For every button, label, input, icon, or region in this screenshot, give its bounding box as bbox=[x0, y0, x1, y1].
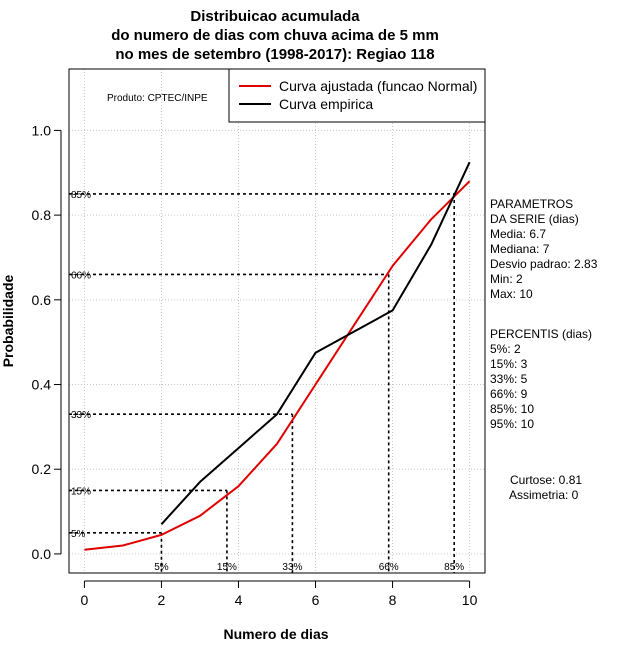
series-line-empirical bbox=[160, 161, 471, 525]
kurtosis-line: Curtose: 0.81 bbox=[510, 473, 582, 487]
product-label: Produto: CPTEC/INPE bbox=[107, 93, 208, 104]
grid bbox=[69, 69, 485, 573]
percentile-label-y: 66% bbox=[71, 270, 91, 281]
x-axis-title: Numero de dias bbox=[223, 626, 328, 642]
percentile-line: 5%: 2 bbox=[490, 342, 521, 356]
percentile-label-x: 33% bbox=[282, 562, 302, 573]
plot-frame bbox=[68, 68, 486, 574]
skewness-line: Assimetria: 0 bbox=[509, 488, 579, 502]
y-tick-label: 0.8 bbox=[32, 207, 52, 223]
y-tick-label: 0.0 bbox=[32, 546, 52, 562]
legend-label: Curva empirica bbox=[279, 96, 373, 112]
x-tick-label: 10 bbox=[462, 592, 478, 608]
series-lines bbox=[84, 161, 471, 551]
percentile-line: 95%: 10 bbox=[490, 417, 534, 431]
x-tick-label: 0 bbox=[81, 592, 89, 608]
parameter-line: Mediana: 7 bbox=[490, 242, 550, 256]
chart-title-line-1: Distribuicao acumulada bbox=[190, 8, 360, 25]
percentile-line: 15%: 3 bbox=[490, 357, 528, 371]
percentile-label-y: 5% bbox=[71, 529, 86, 540]
percentile-line: 33%: 5 bbox=[490, 372, 528, 386]
percentile-line: 85%: 10 bbox=[490, 402, 534, 416]
legend: Curva ajustada (funcao Normal) Curva empi… bbox=[228, 68, 486, 123]
parameter-line: Media: 6.7 bbox=[490, 227, 546, 241]
x-tick-label: 4 bbox=[235, 592, 243, 608]
chart-title-line-3: no mes de setembro (1998-2017): Regiao 1… bbox=[115, 46, 434, 63]
y-tick-label: 0.4 bbox=[32, 377, 52, 393]
y-tick-label: 0.2 bbox=[32, 461, 52, 477]
x-tick-label: 6 bbox=[312, 592, 320, 608]
x-tick-label: 8 bbox=[389, 592, 397, 608]
percentile-label-x: 5% bbox=[154, 562, 169, 573]
chart-title: Distribuicao acumulada do numero de dias… bbox=[111, 8, 439, 63]
parameter-line: Desvio padrao: 2.83 bbox=[490, 257, 598, 271]
x-tick-label: 2 bbox=[158, 592, 166, 608]
percentile-label-y: 85% bbox=[71, 190, 91, 201]
parameter-line: Max: 10 bbox=[490, 287, 533, 301]
chart-title-line-2: do numero de dias com chuva acima de 5 m… bbox=[111, 27, 439, 44]
percentile-line: 66%: 9 bbox=[490, 387, 528, 401]
parameter-line: DA SERIE (dias) bbox=[490, 212, 579, 226]
percentile-label-x: 85% bbox=[444, 562, 464, 573]
percentile-line: PERCENTIS (dias) bbox=[490, 327, 592, 341]
parameter-line: Min: 2 bbox=[490, 272, 523, 286]
percentile-label-x: 15% bbox=[217, 562, 237, 573]
legend-label: Curva ajustada (funcao Normal) bbox=[279, 78, 477, 94]
series-line-fitted-normal bbox=[84, 180, 471, 551]
y-axis-title: Probabilidade bbox=[0, 275, 16, 368]
percentile-guides: 5% 5% 15% 15% 33% 33% 66% 66% 85% 85% bbox=[69, 190, 464, 573]
legend-box bbox=[228, 68, 486, 123]
axes: 0 2 4 6 8 10 0.0 0.2 0.4 0.6 0.8 1.0 bbox=[32, 122, 478, 608]
percentile-label-x: 66% bbox=[379, 562, 399, 573]
y-tick-label: 1.0 bbox=[32, 122, 52, 138]
y-tick-label: 0.6 bbox=[32, 292, 52, 308]
parameter-line: PARAMETROS bbox=[490, 197, 573, 211]
percentile-label-y: 15% bbox=[71, 486, 91, 497]
percentile-label-y: 33% bbox=[71, 410, 91, 421]
